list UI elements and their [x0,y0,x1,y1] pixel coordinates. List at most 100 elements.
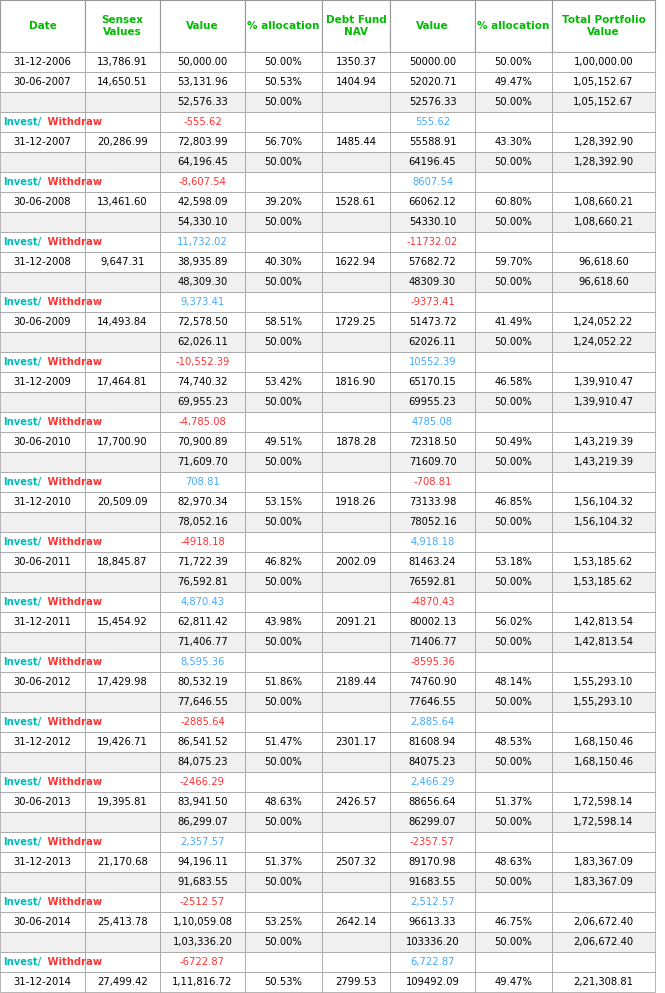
Bar [322,412,390,432]
Bar [245,972,322,992]
Text: 50.00%: 50.00% [495,157,533,167]
Bar [160,0,245,52]
Text: 46.82%: 46.82% [265,557,303,567]
Bar [85,432,160,452]
Text: 31-12-2010: 31-12-2010 [13,497,71,507]
Bar [390,672,475,692]
Bar [85,72,160,92]
Bar [390,732,475,752]
Bar [322,152,390,172]
Bar [322,252,390,272]
Bar [322,192,390,212]
Bar [390,972,475,992]
Bar [322,92,390,112]
Text: 1,28,392.90: 1,28,392.90 [573,137,634,147]
Bar [0,192,85,212]
Text: Withdraw: Withdraw [43,417,102,427]
Bar [475,392,552,412]
Bar [160,972,245,992]
Bar [475,672,552,692]
Bar [85,912,160,932]
Bar [322,912,390,932]
Bar [0,172,85,192]
Bar [322,872,390,892]
Bar [160,852,245,872]
Text: Withdraw: Withdraw [43,297,102,307]
Bar [552,612,655,632]
Bar [85,152,160,172]
Text: 1528.61: 1528.61 [335,197,376,207]
Text: 52576.33: 52576.33 [409,97,456,107]
Bar [475,0,552,52]
Bar [245,812,322,832]
Text: 66062.12: 66062.12 [408,197,456,207]
Bar [0,212,85,232]
Text: 83,941.50: 83,941.50 [178,797,227,807]
Text: 53.42%: 53.42% [265,377,303,387]
Text: 81463.24: 81463.24 [409,557,456,567]
Text: 70,900.89: 70,900.89 [178,437,227,447]
Bar [245,272,322,292]
Text: Invest/: Invest/ [3,117,41,127]
Text: 48.63%: 48.63% [495,857,533,867]
Text: 48.53%: 48.53% [495,737,533,747]
Bar [160,932,245,952]
Text: Value: Value [416,21,449,31]
Text: 2642.14: 2642.14 [335,917,376,927]
Bar [552,152,655,172]
Bar [552,572,655,592]
Bar [322,232,390,252]
Bar [475,92,552,112]
Text: 96,618.60: 96,618.60 [578,277,629,287]
Bar [390,252,475,272]
Text: 8607.54: 8607.54 [412,177,453,187]
Bar [475,492,552,512]
Bar [390,392,475,412]
Text: 50.00%: 50.00% [495,337,533,347]
Text: -8,607.54: -8,607.54 [179,177,227,187]
Bar [475,872,552,892]
Bar [245,632,322,652]
Bar [390,632,475,652]
Text: Withdraw: Withdraw [43,777,102,787]
Text: 30-06-2013: 30-06-2013 [14,797,71,807]
Bar [322,52,390,72]
Bar [475,932,552,952]
Text: 4,870.43: 4,870.43 [180,597,225,607]
Bar [160,532,245,552]
Bar [322,892,390,912]
Text: 71,722.39: 71,722.39 [177,557,228,567]
Bar [85,492,160,512]
Bar [390,552,475,572]
Bar [475,712,552,732]
Bar [552,192,655,212]
Text: 50.00%: 50.00% [265,577,303,587]
Bar [85,112,160,132]
Bar [85,352,160,372]
Text: Invest/: Invest/ [3,897,41,907]
Text: 2,512.57: 2,512.57 [410,897,455,907]
Bar [85,812,160,832]
Bar [0,312,85,332]
Bar [390,592,475,612]
Text: 51473.72: 51473.72 [409,317,456,327]
Text: 39.20%: 39.20% [265,197,303,207]
Bar [390,332,475,352]
Text: Value: Value [186,21,219,31]
Text: 50.00%: 50.00% [265,877,303,887]
Bar [245,112,322,132]
Text: 53.25%: 53.25% [265,917,303,927]
Bar [245,352,322,372]
Bar [245,132,322,152]
Bar [552,552,655,572]
Bar [475,852,552,872]
Text: 50.00%: 50.00% [265,697,303,707]
Bar [390,0,475,52]
Text: 96613.33: 96613.33 [409,917,456,927]
Bar [160,292,245,312]
Text: 17,464.81: 17,464.81 [97,377,148,387]
Text: Withdraw: Withdraw [43,237,102,247]
Text: 55588.91: 55588.91 [409,137,456,147]
Bar [322,332,390,352]
Bar [85,92,160,112]
